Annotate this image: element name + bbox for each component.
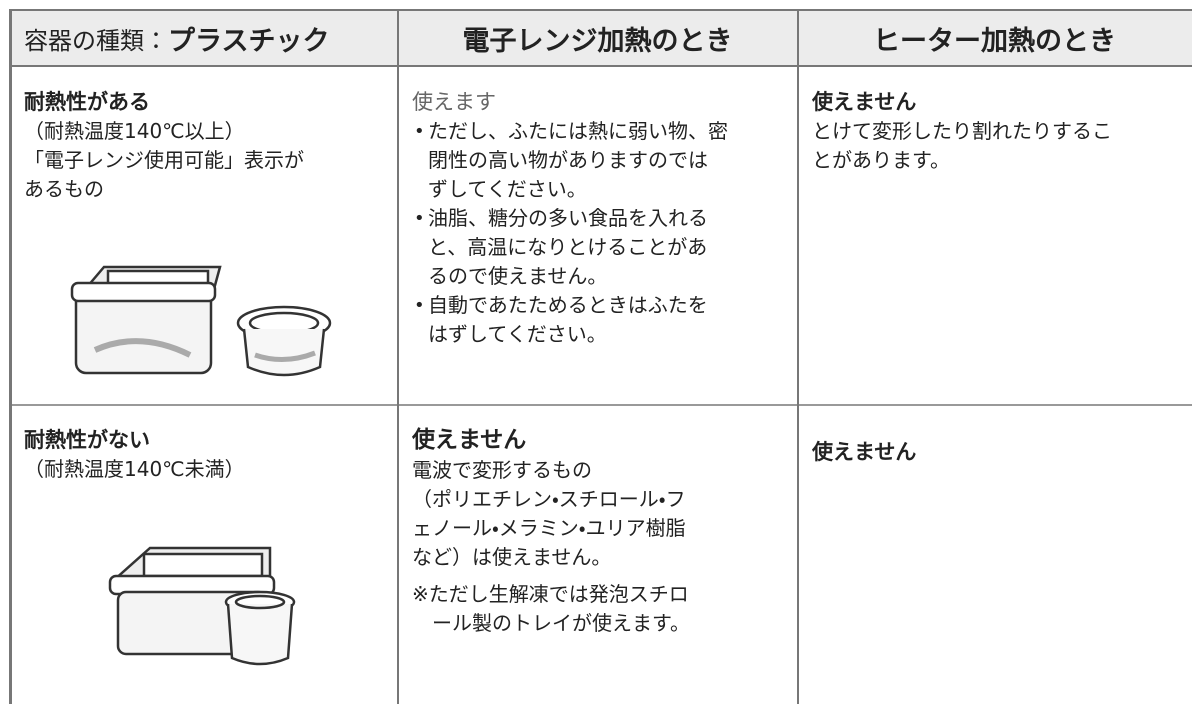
verdict: 使えません [812,440,917,464]
type-note: （耐熱温度140℃以上） [24,119,245,143]
illustration [108,546,296,666]
border [10,404,1192,406]
microwave-cell: 使えません 電波で変形するもの （ポリエチレン・スチロール・フ ェノール・メラミ… [412,424,690,638]
type-cell: 耐熱性がある （耐熱温度140℃以上） 「電子レンジ使用可能」表示が あるもの [24,88,304,204]
microwave-note: ェノール・メラミン・ユリア樹脂 [412,516,686,540]
microwave-note: など）は使えません。 [412,545,612,569]
header-microwave: 電子レンジ加熱のとき [398,10,797,66]
bullet-line: 自動であたためるときはふたを [428,293,708,317]
heater-cell: 使えません [812,438,916,467]
type-title: 耐熱性がある [24,90,150,114]
header-heater: ヒーター加熱のとき [797,10,1192,66]
border [10,65,1192,67]
border [9,9,12,704]
microwave-note: 電波で変形するもの [412,458,592,482]
header-category: 容器の種類： プラスチック [10,10,398,66]
type-cell: 耐熱性がない （耐熱温度140℃未満） [24,426,245,484]
footnote: ※ただし生解凍では発泡スチロ [412,582,689,606]
bullet: 油脂、糖分の多い食品を入れる と、高温になりとけることがあ るので使えません。 [412,204,728,291]
type-note: （耐熱温度140℃未満） [24,457,245,481]
verdict: 使えます [412,90,496,114]
bullet-line: はずしてください。 [428,322,607,346]
type-title: 耐熱性がない [24,428,150,452]
type-note: あるもの [24,177,104,201]
bullet-line: と、高温になりとけることがあ [428,235,708,259]
type-note: 「電子レンジ使用可能」表示が [24,148,304,172]
category-label: 容器の種類： [24,26,168,55]
bullet-line: ずしてください。 [428,177,587,201]
bullet-line: るので使えません。 [428,264,608,288]
heater-note: とけて変形したり割れたりするこ [812,119,1112,143]
verdict: 使えません [412,427,527,453]
category-value: プラスチック [168,25,330,57]
border [10,9,1192,11]
bullet-line: 油脂、糖分の多い食品を入れる [428,206,708,230]
microwave-note: （ポリエチレン・スチロール・フ [412,487,686,511]
verdict: 使えません [812,90,917,114]
bullet: 自動であたためるときはふたを はずしてください。 [412,291,728,349]
border [397,9,399,704]
microwave-cell: 使えます ただし、ふたには熱に弱い物、密 閉性の高い物がありますのでは ずしてく… [412,88,728,349]
footnote: ール製のトレイが使えます。 [432,611,690,635]
bullet-line: ただし、ふたには熱に弱い物、密 [428,119,728,143]
heater-note: とがあります。 [812,148,950,172]
heater-cell: 使えません とけて変形したり割れたりするこ とがあります。 [812,88,1112,175]
illustration [70,265,332,377]
border [797,9,799,704]
bullet-line: 閉性の高い物がありますのでは [428,148,708,172]
bullet: ただし、ふたには熱に弱い物、密 閉性の高い物がありますのでは ずしてください。 [412,117,728,204]
